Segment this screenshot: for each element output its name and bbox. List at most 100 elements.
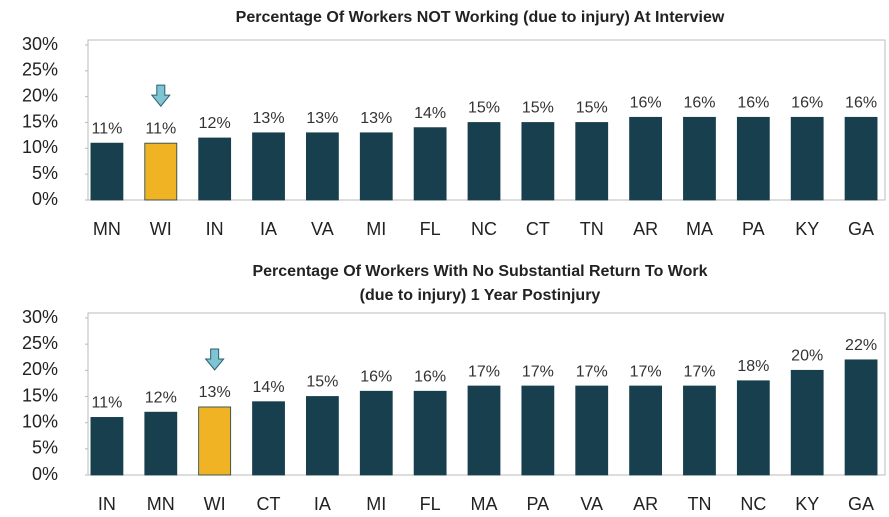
bar (198, 406, 232, 476)
x-tick-label: IA (314, 494, 331, 514)
x-tick-label: VA (580, 494, 603, 514)
value-label: 15% (468, 100, 500, 117)
x-tick-label: KY (795, 219, 819, 239)
bar (790, 116, 824, 201)
y-tick-label: 30% (22, 307, 58, 327)
bar (683, 385, 716, 476)
bar (359, 390, 393, 476)
value-label: 13% (306, 110, 338, 127)
x-tick-label: MN (147, 494, 175, 514)
x-tick-label: WI (204, 494, 226, 514)
bar (305, 396, 339, 476)
value-label: 14% (253, 379, 285, 396)
x-tick-label: VA (311, 219, 334, 239)
bar (467, 385, 501, 476)
x-tick-label: FL (420, 219, 441, 239)
value-label: 14% (414, 105, 446, 122)
x-tick-label: MI (366, 219, 386, 239)
x-tick-label: KY (795, 494, 819, 514)
x-tick-label: IN (98, 494, 116, 514)
y-tick-label: 20% (22, 359, 58, 379)
value-label: 15% (306, 374, 338, 391)
x-tick-label: PA (742, 219, 765, 239)
value-label: 12% (199, 115, 231, 132)
value-label: 13% (199, 384, 231, 401)
chart-title: (due to injury) 1 Year Postinjury (360, 287, 601, 304)
bar (144, 411, 178, 476)
y-tick-label: 0% (32, 189, 58, 209)
x-tick-label: TN (580, 219, 604, 239)
y-tick-label: 25% (22, 333, 58, 353)
bar (90, 142, 124, 201)
x-tick-label: AR (633, 494, 658, 514)
bar (252, 401, 285, 476)
x-tick-label: WI (150, 219, 172, 239)
x-tick-label: PA (527, 494, 550, 514)
bar (198, 137, 232, 201)
bar (736, 116, 770, 201)
y-tick-label: 30% (22, 34, 58, 54)
value-label: 16% (845, 95, 877, 112)
value-label: 17% (683, 363, 715, 380)
bar (521, 385, 555, 476)
y-tick-label: 10% (22, 137, 58, 157)
x-tick-label: IA (260, 219, 277, 239)
highlight-arrow (204, 348, 225, 371)
x-tick-label: IN (206, 219, 224, 239)
bar (144, 142, 178, 201)
bar (736, 380, 770, 476)
x-tick-label: GA (848, 494, 874, 514)
x-tick-label: MI (366, 494, 386, 514)
value-label: 20% (791, 348, 823, 365)
x-tick-label: FL (420, 494, 441, 514)
value-label: 16% (630, 95, 662, 112)
value-label: 15% (576, 100, 608, 117)
x-tick-label: GA (848, 219, 874, 239)
value-label: 17% (576, 363, 608, 380)
value-label: 16% (683, 95, 715, 112)
value-label: 17% (522, 363, 554, 380)
bar (90, 417, 124, 476)
value-label: 13% (253, 110, 285, 127)
x-tick-label: CT (526, 219, 550, 239)
value-label: 12% (145, 389, 177, 406)
bar (790, 369, 824, 476)
y-tick-label: 15% (22, 385, 58, 405)
value-label: 16% (737, 95, 769, 112)
x-tick-label: NC (740, 494, 766, 514)
value-label: 11% (145, 120, 176, 137)
x-tick-label: MA (686, 219, 713, 239)
bar (844, 359, 878, 476)
value-label: 15% (522, 100, 554, 117)
chart-title: Percentage Of Workers NOT Working (due t… (236, 9, 725, 26)
value-label: 16% (791, 95, 823, 112)
bar (629, 116, 662, 201)
value-label: 22% (845, 337, 877, 354)
value-label: 18% (737, 358, 769, 375)
bar (575, 385, 609, 476)
value-label: 16% (360, 368, 392, 385)
highlight-arrow (150, 84, 171, 107)
value-label: 17% (468, 363, 500, 380)
x-tick-label: NC (471, 219, 497, 239)
x-tick-label: TN (687, 494, 711, 514)
x-tick-label: MA (471, 494, 498, 514)
value-label: 13% (360, 110, 392, 127)
bar (575, 122, 609, 201)
bar (359, 132, 393, 201)
x-tick-label: CT (257, 494, 281, 514)
x-tick-label: AR (633, 219, 658, 239)
value-label: 11% (92, 395, 123, 412)
bar (252, 132, 285, 201)
bar (629, 385, 662, 476)
y-tick-label: 5% (32, 438, 58, 458)
chart-title: Percentage Of Workers With No Substantia… (252, 263, 707, 280)
y-tick-label: 20% (22, 85, 58, 105)
y-tick-label: 15% (22, 111, 58, 131)
value-label: 11% (92, 120, 123, 137)
x-tick-label: MN (93, 219, 121, 239)
bar (844, 116, 878, 201)
bar (413, 390, 447, 476)
y-tick-label: 5% (32, 163, 58, 183)
